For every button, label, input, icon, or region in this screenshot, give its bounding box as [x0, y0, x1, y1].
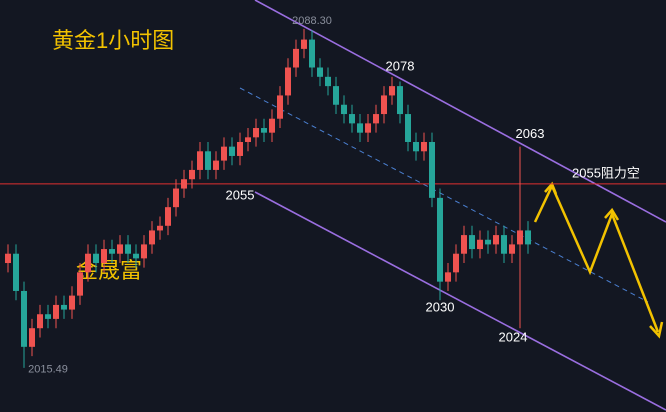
trend-line: [254, 191, 666, 411]
candle-body: [437, 197, 443, 282]
candle-body: [525, 230, 531, 245]
candle-body: [381, 95, 387, 115]
candle-body: [341, 104, 347, 115]
candle-body: [189, 169, 195, 180]
candle-body: [173, 188, 179, 208]
candle-body: [141, 244, 147, 259]
candle-body: [101, 249, 107, 264]
candle-body: [205, 151, 211, 170]
candle-body: [413, 141, 419, 152]
candles: [5, 28, 531, 368]
candle-body: [221, 146, 227, 161]
candle-body: [285, 67, 291, 96]
candle-body: [357, 123, 363, 133]
price-label: 2030: [426, 300, 455, 315]
price-label: 2078: [386, 58, 415, 73]
candle-body: [237, 141, 243, 156]
candle-body: [325, 76, 331, 87]
candle-body: [61, 304, 67, 310]
candle-body: [269, 118, 275, 133]
candle-body: [125, 244, 131, 254]
candle-body: [117, 244, 123, 254]
candle-body: [389, 86, 395, 96]
candle-body: [493, 235, 499, 245]
trend-line: [254, 0, 666, 223]
candle-body: [77, 272, 83, 296]
candle-body: [229, 146, 235, 156]
reference-label: 2055阻力空: [572, 165, 640, 180]
candle-body: [365, 123, 371, 133]
candle-body: [469, 235, 475, 250]
candle-body: [37, 314, 43, 329]
candle-body: [461, 235, 467, 254]
candle-body: [53, 304, 59, 319]
candle-body: [429, 141, 435, 198]
candle-body: [445, 272, 451, 282]
candle-body: [405, 114, 411, 142]
price-label: 2088.30: [292, 15, 332, 27]
candle-body: [69, 295, 75, 310]
candle-body: [277, 95, 283, 119]
arrow-head: [604, 207, 620, 221]
candle-body: [509, 244, 515, 254]
chart-title: 黄金1小时图: [52, 28, 174, 53]
forecast-path: [533, 182, 660, 333]
candle-body: [93, 253, 99, 264]
candle-body: [157, 225, 163, 231]
arrow-head: [649, 321, 664, 339]
candle-body: [29, 328, 35, 347]
candle-body: [21, 290, 27, 347]
candle-body: [301, 39, 307, 49]
candle-body: [317, 67, 323, 77]
candle-body: [13, 253, 19, 291]
candle-body: [5, 253, 11, 264]
candle-body: [397, 86, 403, 115]
price-label: 2024: [499, 330, 528, 345]
price-label: 2063: [516, 126, 545, 141]
candle-body: [165, 207, 171, 226]
price-label: 2015.49: [28, 364, 68, 376]
candle-body: [349, 114, 355, 124]
candle-body: [197, 151, 203, 170]
candle-body: [213, 160, 219, 170]
candle-body: [253, 128, 259, 138]
candle-body: [109, 249, 115, 254]
candle-body: [477, 239, 483, 250]
candle-body: [373, 114, 379, 124]
candle-body: [181, 179, 187, 189]
candle-body: [421, 141, 427, 152]
trend-line: [239, 87, 649, 303]
candle-body: [261, 128, 267, 133]
candle-body: [245, 137, 251, 142]
candle-body: [45, 314, 51, 319]
candle-body: [293, 48, 299, 68]
candle-body: [333, 86, 339, 105]
candle-body: [501, 235, 507, 254]
candle-body: [85, 253, 91, 273]
price-label: 2055: [226, 187, 255, 202]
candle-body: [485, 239, 491, 245]
candle-body: [453, 253, 459, 273]
candle-body: [309, 39, 315, 68]
candle-body: [517, 230, 523, 245]
forecast-arrow: [533, 181, 664, 339]
candle-body: [149, 230, 155, 245]
candle-body: [133, 253, 139, 259]
